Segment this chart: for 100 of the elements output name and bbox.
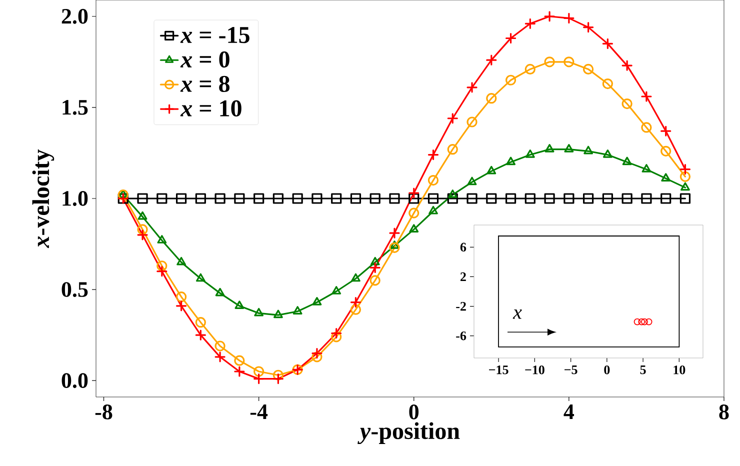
point: [156, 266, 168, 277]
y-tick-label: 1.5: [62, 100, 88, 115]
point: [660, 126, 672, 136]
y-tick-label: 2: [460, 272, 466, 282]
x-tick-label: 8: [719, 404, 729, 420]
x-tick-label: −5: [564, 366, 578, 374]
point: [428, 149, 439, 160]
y-tick-label: 0.0: [62, 373, 88, 388]
point: [486, 193, 497, 204]
x-tick-label: −10: [525, 366, 544, 374]
point: [564, 56, 574, 68]
point: [292, 193, 303, 204]
point: [312, 296, 322, 306]
point: [642, 164, 652, 172]
point: [118, 190, 128, 198]
y-tick-label: 6: [460, 242, 466, 252]
point: [544, 56, 555, 68]
point: [660, 146, 672, 156]
point: [524, 18, 536, 29]
point: [292, 306, 302, 314]
point: [680, 193, 691, 204]
point: [544, 193, 555, 204]
point: [564, 12, 574, 24]
point: [370, 193, 380, 204]
x-tick-label: 0: [604, 366, 610, 374]
point: [584, 146, 594, 154]
point: [272, 193, 284, 204]
point: [602, 38, 613, 49]
point: [351, 273, 360, 282]
point: [195, 193, 206, 204]
point: [583, 22, 594, 33]
point: [524, 64, 536, 74]
point: [176, 292, 187, 302]
point: [234, 193, 245, 204]
point: [505, 193, 516, 204]
point: [254, 366, 264, 377]
point: [680, 164, 691, 175]
point: [389, 193, 400, 204]
point: [583, 64, 594, 74]
point: [447, 113, 458, 124]
point: [331, 332, 342, 342]
point: [389, 242, 400, 253]
point: [350, 193, 362, 204]
point: [466, 116, 478, 128]
point: [254, 308, 264, 316]
x-tick-label: -8: [95, 404, 112, 420]
point: [447, 144, 458, 155]
point: [156, 193, 168, 204]
point: [215, 288, 225, 296]
point: [428, 193, 439, 204]
point: [641, 91, 652, 102]
point: [622, 60, 632, 71]
point: [467, 176, 477, 186]
point: [156, 260, 168, 272]
y-axis-title: x-velocity: [32, 149, 54, 248]
point: [234, 366, 245, 377]
point: [660, 193, 672, 204]
point: [312, 348, 322, 359]
point: [350, 296, 362, 308]
point: [408, 193, 420, 204]
point: [214, 340, 226, 352]
point: [622, 156, 632, 166]
point: [486, 54, 497, 66]
point: [505, 74, 516, 86]
point: [641, 122, 652, 133]
point: [564, 144, 574, 152]
point: [370, 262, 380, 273]
x-tick-label: 5: [640, 366, 646, 374]
x-tick-label: −15: [489, 366, 508, 374]
point: [214, 193, 226, 204]
point: [525, 149, 535, 158]
y-tick-label: 1.0: [62, 191, 88, 206]
point: [195, 330, 206, 340]
point: [408, 188, 420, 198]
point: [661, 173, 671, 182]
legend-label: x = 8: [180, 76, 230, 92]
point: [564, 193, 574, 204]
point: [409, 224, 419, 232]
point: [506, 156, 516, 166]
point: [137, 224, 148, 235]
x-tick-label: 10: [674, 366, 686, 374]
point: [176, 300, 187, 312]
point: [408, 208, 420, 218]
point: [118, 190, 128, 200]
point: [544, 144, 554, 152]
point: [157, 235, 167, 244]
point: [274, 310, 283, 318]
y-tick-label: -2: [456, 302, 466, 311]
x-axis-title: y-position: [358, 422, 460, 444]
point: [196, 273, 206, 282]
point: [331, 328, 342, 339]
point: [176, 256, 186, 266]
point: [312, 352, 322, 362]
point: [272, 373, 284, 384]
point: [583, 193, 594, 204]
point: [234, 355, 245, 366]
y-tick-label: 0.5: [62, 282, 88, 298]
point: [486, 93, 497, 104]
point: [350, 304, 362, 315]
point: [272, 370, 284, 380]
